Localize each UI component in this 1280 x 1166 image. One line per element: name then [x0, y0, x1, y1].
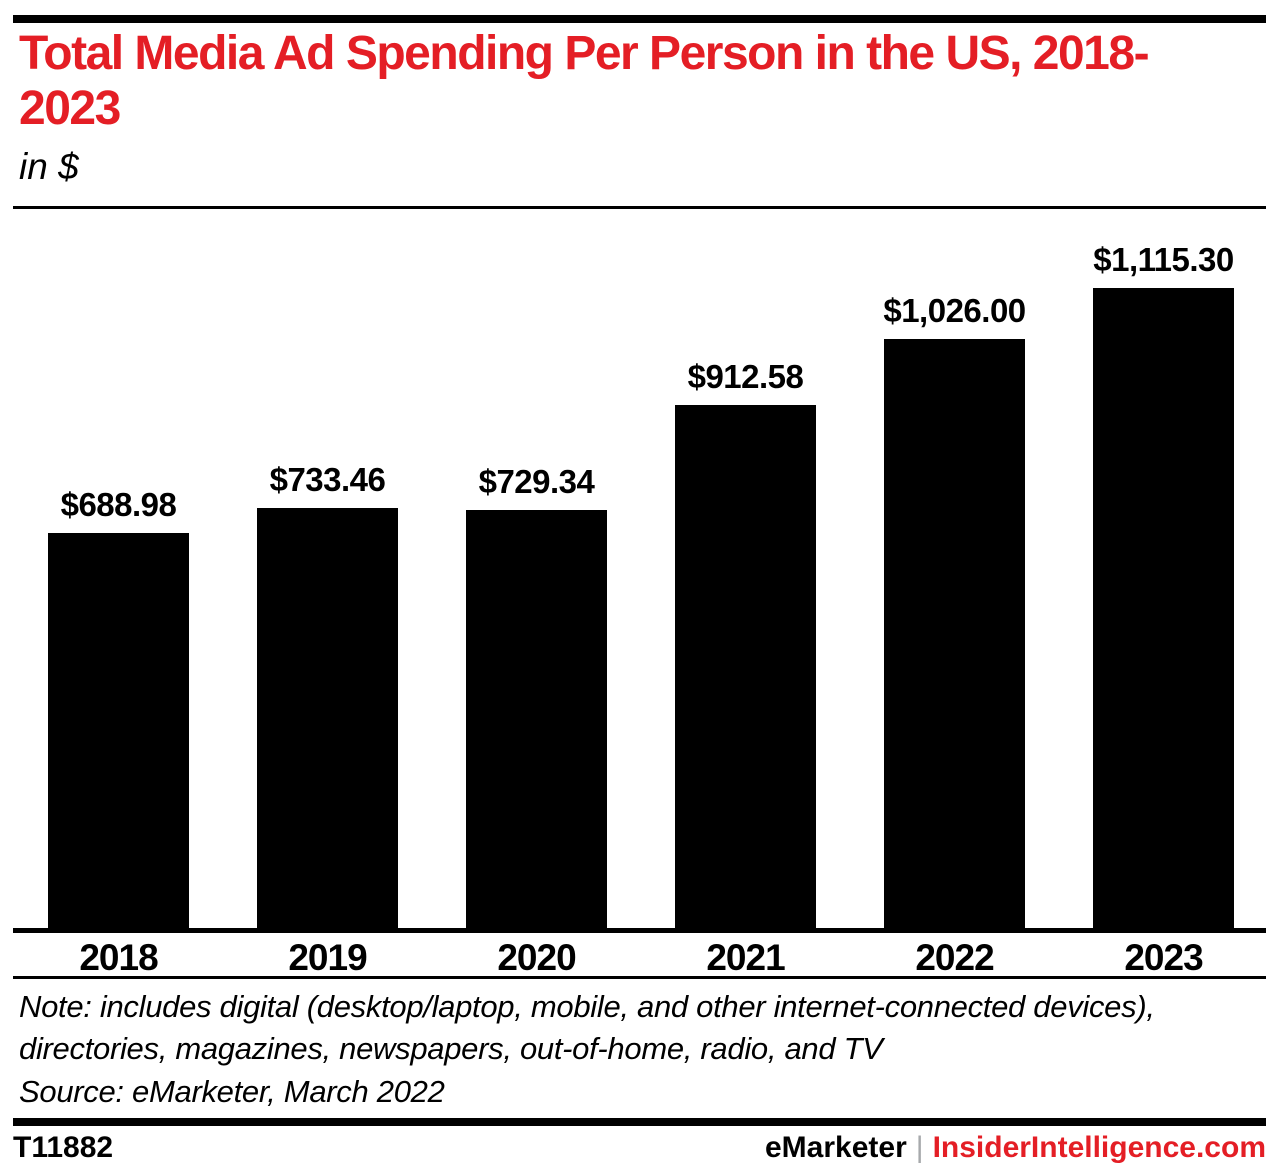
- footer: T11882 eMarketer | InsiderIntelligence.com: [13, 1131, 1266, 1165]
- brand-separator: |: [915, 1131, 924, 1164]
- x-axis-label: 2019: [288, 937, 367, 978]
- bar: [466, 510, 607, 930]
- footer-rule-bar: [13, 1118, 1266, 1126]
- bar-value-label: $912.58: [687, 358, 804, 395]
- x-axis-baseline: [13, 928, 1266, 933]
- bar: [884, 339, 1025, 930]
- top-rule-bar: [13, 15, 1266, 23]
- brand-lockup: eMarketer | InsiderIntelligence.com: [765, 1131, 1266, 1165]
- bar-chart: $688.98 $733.46 $729.34 $912.58 $1,026.00 $1,…: [48, 0, 1234, 930]
- x-axis-label: 2020: [497, 937, 576, 978]
- bar-column: $729.34: [466, 463, 607, 930]
- bar-value-label: $1,115.30: [1093, 241, 1234, 278]
- bar-value-label: $688.98: [60, 486, 177, 523]
- notes-block: Note: includes digital (desktop/laptop, …: [19, 986, 1234, 1113]
- bar-value-label: $733.46: [269, 461, 386, 498]
- emarketer-brand: eMarketer: [765, 1131, 907, 1164]
- bar: [1093, 288, 1234, 930]
- bar: [48, 533, 189, 930]
- chart-subtitle: in $: [19, 146, 79, 187]
- bar-column: $688.98: [48, 486, 189, 930]
- bar-column: $733.46: [257, 461, 398, 930]
- bar-column: $1,026.00: [883, 292, 1026, 930]
- axis-bottom-divider-line: [13, 976, 1266, 979]
- x-axis-label: 2018: [79, 937, 158, 978]
- bar: [257, 508, 398, 930]
- header-divider-line: [13, 206, 1266, 209]
- chart-id: T11882: [13, 1131, 114, 1164]
- bar: [675, 405, 816, 930]
- bar-column: $1,115.30: [1093, 241, 1234, 930]
- source-text: Source: eMarketer, March 2022: [19, 1073, 445, 1109]
- x-axis-labels: 2018 2019 2020 2021 2022 2023: [48, 937, 1234, 978]
- x-axis-label: 2021: [706, 937, 785, 978]
- x-axis-label: 2023: [1124, 937, 1203, 978]
- chart-title: Total Media Ad Spending Per Person in th…: [19, 27, 1150, 136]
- bar-column: $912.58: [675, 358, 816, 930]
- insider-intelligence-link[interactable]: InsiderIntelligence.com: [932, 1131, 1266, 1164]
- note-text: Note: includes digital (desktop/laptop, …: [19, 989, 1155, 1067]
- bar-value-label: $729.34: [478, 463, 595, 500]
- x-axis-label: 2022: [915, 937, 994, 978]
- bar-value-label: $1,026.00: [883, 292, 1026, 329]
